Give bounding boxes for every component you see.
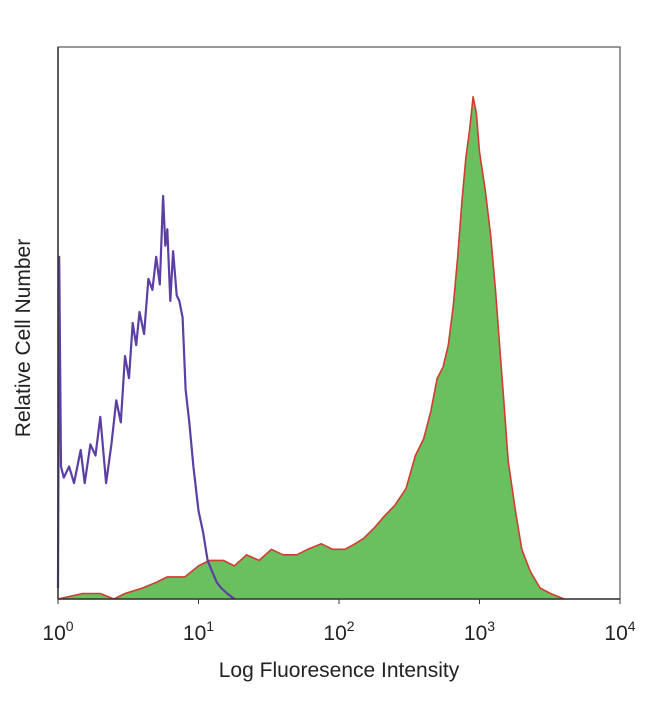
stained-histogram-fill [58,96,565,599]
x-tick-label: 104 [604,618,635,645]
x-tick-label: 101 [183,618,214,645]
y-axis-label: Relative Cell Number [12,239,35,437]
series-layer [56,95,565,600]
plot-frame [57,46,621,600]
x-tick-label: 102 [323,618,354,645]
x-axis-label: Log Fluoresence Intensity [219,659,460,682]
x-tick-label: 103 [464,618,495,645]
x-tick-label: 100 [42,618,73,645]
stained-histogram-outline [57,95,565,600]
plot-area [56,46,621,600]
x-tick-labels: 100 101 102 103 104 [42,599,636,645]
control-histogram-line [56,194,236,600]
